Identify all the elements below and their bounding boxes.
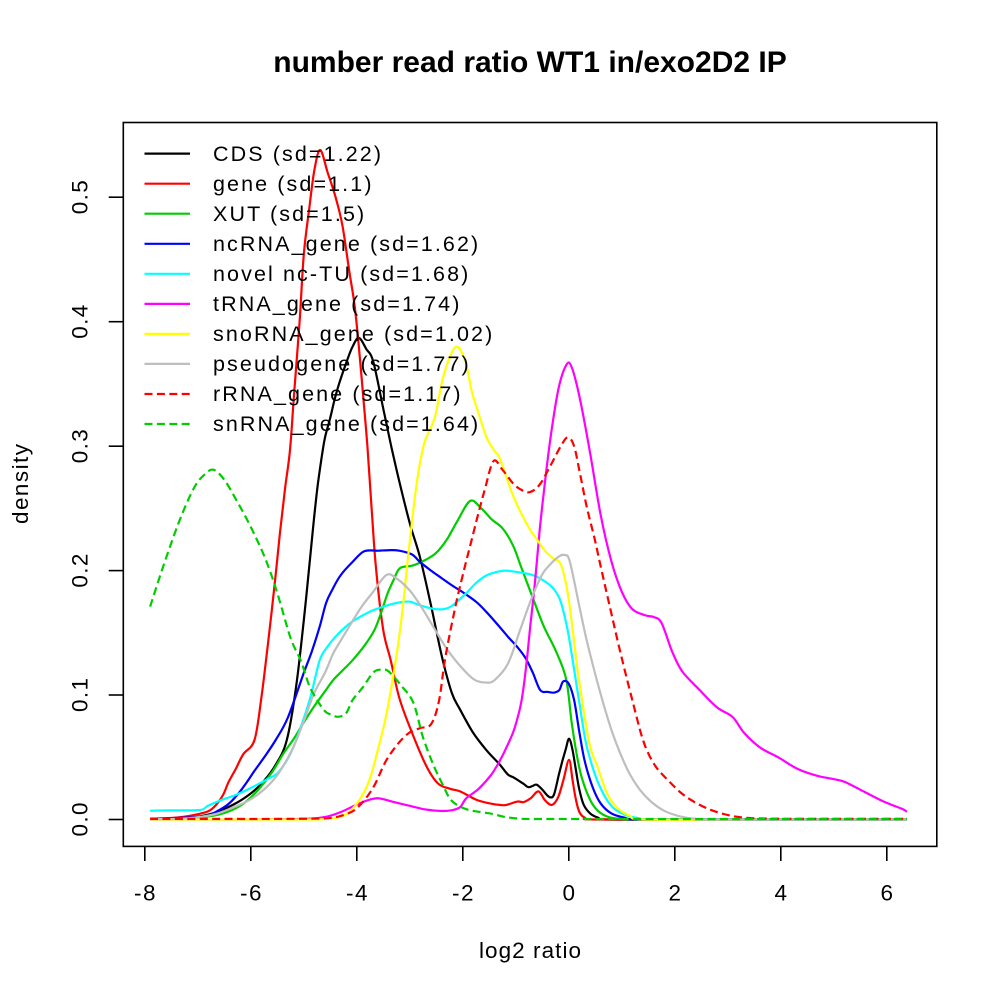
svg-text:number read ratio WT1 in/exo2D: number read ratio WT1 in/exo2D2 IP bbox=[273, 46, 786, 79]
svg-text:ncRNA_gene (sd=1.62): ncRNA_gene (sd=1.62) bbox=[213, 232, 480, 256]
svg-text:4: 4 bbox=[775, 881, 788, 906]
svg-text:density: density bbox=[8, 443, 33, 524]
svg-text:-2: -2 bbox=[452, 881, 474, 906]
svg-text:0.3: 0.3 bbox=[67, 429, 92, 463]
svg-text:-4: -4 bbox=[346, 881, 368, 906]
svg-text:novel nc-TU (sd=1.68): novel nc-TU (sd=1.68) bbox=[213, 262, 470, 286]
svg-text:tRNA_gene (sd=1.74): tRNA_gene (sd=1.74) bbox=[213, 292, 461, 316]
svg-text:0.4: 0.4 bbox=[67, 305, 92, 339]
svg-text:snoRNA_gene (sd=1.02): snoRNA_gene (sd=1.02) bbox=[213, 322, 494, 346]
svg-text:gene (sd=1.1): gene (sd=1.1) bbox=[213, 172, 374, 196]
svg-text:6: 6 bbox=[881, 881, 894, 906]
svg-text:0.5: 0.5 bbox=[67, 180, 92, 214]
svg-text:0.0: 0.0 bbox=[67, 803, 92, 837]
svg-text:0.2: 0.2 bbox=[67, 554, 92, 588]
svg-text:0.1: 0.1 bbox=[67, 678, 92, 712]
svg-text:CDS (sd=1.22): CDS (sd=1.22) bbox=[213, 142, 383, 166]
svg-text:XUT (sd=1.5): XUT (sd=1.5) bbox=[213, 202, 366, 226]
svg-text:snRNA_gene (sd=1.64): snRNA_gene (sd=1.64) bbox=[213, 412, 480, 436]
svg-text:rRNA_gene (sd=1.17): rRNA_gene (sd=1.17) bbox=[213, 382, 463, 406]
svg-text:2: 2 bbox=[669, 881, 682, 906]
svg-text:log2 ratio: log2 ratio bbox=[479, 938, 581, 963]
svg-text:-8: -8 bbox=[134, 881, 156, 906]
svg-text:-6: -6 bbox=[240, 881, 261, 906]
svg-text:pseudogene (sd=1.77): pseudogene (sd=1.77) bbox=[213, 352, 471, 376]
svg-text:0: 0 bbox=[563, 881, 576, 906]
